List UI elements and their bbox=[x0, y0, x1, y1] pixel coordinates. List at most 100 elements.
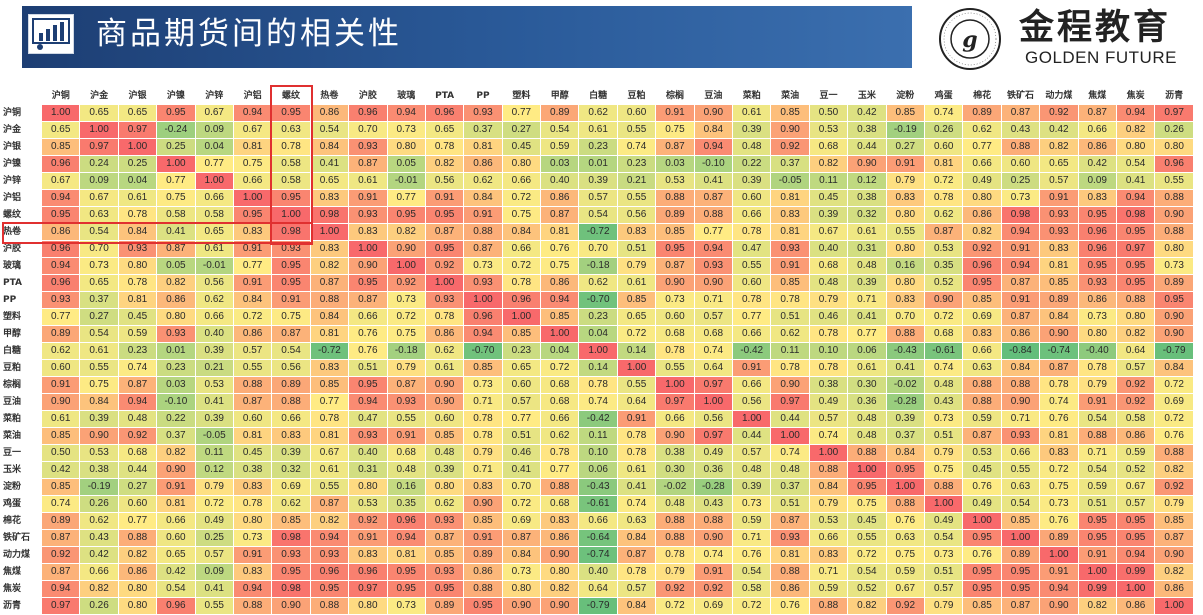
heatmap-cell: 0.70 bbox=[501, 478, 542, 496]
heatmap-cell: 0.66 bbox=[79, 563, 119, 581]
heatmap-cell: 0.78 bbox=[732, 291, 772, 309]
heatmap-cell: 0.57 bbox=[501, 393, 542, 411]
heatmap-cell: 0.94 bbox=[1115, 104, 1156, 122]
heatmap-cell: -0.64 bbox=[578, 529, 618, 547]
heatmap-cell: 0.62 bbox=[578, 104, 618, 122]
heatmap-cell: 0.95 bbox=[885, 461, 925, 479]
heatmap-cell: -0.42 bbox=[732, 342, 772, 360]
heatmap-cell: 0.68 bbox=[540, 495, 580, 513]
heatmap-row: 沪锌 0.67 0.09 0.04 0.77 1.00 0.66 0.58 0.65 0.61 -0… bbox=[0, 172, 1194, 190]
heatmap-cell: 0.31 bbox=[348, 461, 388, 479]
heatmap-cell: 0.91 bbox=[1077, 546, 1117, 564]
heatmap-cell: 0.37 bbox=[885, 427, 925, 445]
heatmap-cell: 0.94 bbox=[348, 393, 388, 411]
heatmap-cell: 0.82 bbox=[79, 580, 119, 598]
heatmap-cell: 0.39 bbox=[271, 444, 311, 462]
row-header: 淀粉 bbox=[0, 478, 42, 496]
heatmap-cell: 0.88 bbox=[770, 563, 810, 581]
heatmap-cell: 0.43 bbox=[79, 529, 119, 547]
heatmap-cell: 0.65 bbox=[1039, 155, 1079, 173]
heatmap-cell: 0.72 bbox=[540, 359, 580, 377]
heatmap-cell: 0.95 bbox=[1000, 580, 1041, 598]
heatmap-cell: 0.77 bbox=[232, 257, 273, 275]
heatmap-cell: 0.90 bbox=[693, 529, 734, 547]
heatmap-row: PP 0.93 0.37 0.81 0.86 0.62 0.84 0.91 0.88 0.87 0.… bbox=[0, 291, 1194, 309]
heatmap-cell: 0.37 bbox=[770, 478, 810, 496]
heatmap-cell: 0.93 bbox=[1039, 206, 1079, 224]
heatmap-cell: 0.97 bbox=[117, 121, 158, 139]
heatmap-cell: 0.74 bbox=[616, 138, 657, 156]
heatmap-cell: 0.11 bbox=[194, 444, 234, 462]
heatmap-cell: 0.25 bbox=[194, 529, 234, 547]
heatmap-cell: 0.48 bbox=[808, 274, 849, 292]
heatmap-row: PTA 0.96 0.65 0.78 0.82 0.56 0.91 0.95 0.87 0.95 0… bbox=[0, 274, 1194, 292]
heatmap-cell: 0.75 bbox=[655, 121, 695, 139]
heatmap-cell: 0.93 bbox=[463, 104, 503, 122]
heatmap-cell: 0.44 bbox=[117, 461, 158, 479]
heatmap-cell: 0.43 bbox=[693, 495, 734, 513]
heatmap-row: 沪银 0.85 0.97 1.00 0.25 0.04 0.81 0.78 0.84 0.93 0.… bbox=[0, 138, 1194, 156]
heatmap-cell: 0.86 bbox=[40, 223, 81, 241]
heatmap-cell: 0.49 bbox=[693, 444, 734, 462]
heatmap-cell: 0.85 bbox=[770, 274, 810, 292]
heatmap-cell: 0.53 bbox=[79, 444, 119, 462]
column-header: PTA bbox=[424, 87, 465, 105]
column-header: 玉米 bbox=[847, 87, 887, 105]
heatmap-cell: 0.94 bbox=[463, 325, 503, 343]
heatmap-cell: 0.30 bbox=[655, 461, 695, 479]
heatmap-cell: 0.65 bbox=[309, 172, 350, 190]
heatmap-cell: 0.83 bbox=[1077, 189, 1117, 207]
heatmap-cell: 0.27 bbox=[501, 121, 542, 139]
heatmap-cell: 0.81 bbox=[232, 427, 273, 445]
heatmap-cell: 0.85 bbox=[655, 223, 695, 241]
heatmap-cell: 0.88 bbox=[808, 597, 849, 615]
heatmap-cell: 0.84 bbox=[808, 478, 849, 496]
heatmap-cell: 0.98 bbox=[271, 223, 311, 241]
heatmap-cell: 0.71 bbox=[463, 393, 503, 411]
heatmap-cell: 0.78 bbox=[501, 274, 542, 292]
column-header: 淀粉 bbox=[885, 87, 925, 105]
heatmap-cell: 0.11 bbox=[808, 172, 849, 190]
heatmap-cell: 0.14 bbox=[578, 359, 618, 377]
heatmap-cell: 0.42 bbox=[79, 546, 119, 564]
heatmap-cell: 0.94 bbox=[386, 529, 426, 547]
heatmap-cell: 0.80 bbox=[885, 206, 925, 224]
heatmap-cell: 0.81 bbox=[770, 546, 810, 564]
heatmap-cell: 0.55 bbox=[194, 597, 234, 615]
heatmap-cell: 0.89 bbox=[424, 597, 465, 615]
heatmap-cell: 0.71 bbox=[463, 461, 503, 479]
row-header: 动力煤 bbox=[0, 546, 42, 564]
page-title: 商品期货间的相关性 bbox=[96, 16, 402, 52]
heatmap-cell: 0.95 bbox=[1115, 529, 1156, 547]
heatmap-cell: 0.72 bbox=[847, 546, 887, 564]
heatmap-cell: 0.95 bbox=[1077, 512, 1117, 530]
heatmap-cell: 0.72 bbox=[501, 189, 542, 207]
heatmap-cell: 0.69 bbox=[962, 308, 1002, 326]
heatmap-cell: 0.90 bbox=[424, 376, 465, 394]
heatmap-cell: 0.95 bbox=[271, 563, 311, 581]
heatmap-cell: 0.69 bbox=[1154, 393, 1194, 411]
heatmap-cell: 0.95 bbox=[1115, 274, 1156, 292]
heatmap-cell: 0.26 bbox=[79, 495, 119, 513]
row-header: 沪镍 bbox=[0, 155, 42, 173]
heatmap-cell: -0.61 bbox=[923, 342, 964, 360]
heatmap-cell: 0.37 bbox=[79, 291, 119, 309]
heatmap-cell: 0.47 bbox=[348, 410, 388, 428]
heatmap-cell: 0.09 bbox=[194, 563, 234, 581]
heatmap-cell: 0.56 bbox=[693, 410, 734, 428]
heatmap-cell: 0.10 bbox=[578, 444, 618, 462]
heatmap-cell: 0.74 bbox=[693, 546, 734, 564]
heatmap-cell: 0.66 bbox=[578, 512, 618, 530]
heatmap-cell: 0.61 bbox=[309, 461, 350, 479]
heatmap-cell: 0.66 bbox=[962, 342, 1002, 360]
heatmap-cell: 0.78 bbox=[578, 376, 618, 394]
heatmap-cell: 0.75 bbox=[847, 495, 887, 513]
heatmap-cell: 0.16 bbox=[885, 257, 925, 275]
heatmap-cell: 0.77 bbox=[156, 172, 196, 190]
heatmap-cell: -0.79 bbox=[578, 597, 618, 615]
heatmap-cell: 0.51 bbox=[1077, 495, 1117, 513]
heatmap-cell: 0.84 bbox=[616, 597, 657, 615]
heatmap-cell: 0.04 bbox=[117, 172, 158, 190]
heatmap-cell: 0.87 bbox=[463, 240, 503, 258]
heatmap-cell: 0.78 bbox=[232, 495, 273, 513]
